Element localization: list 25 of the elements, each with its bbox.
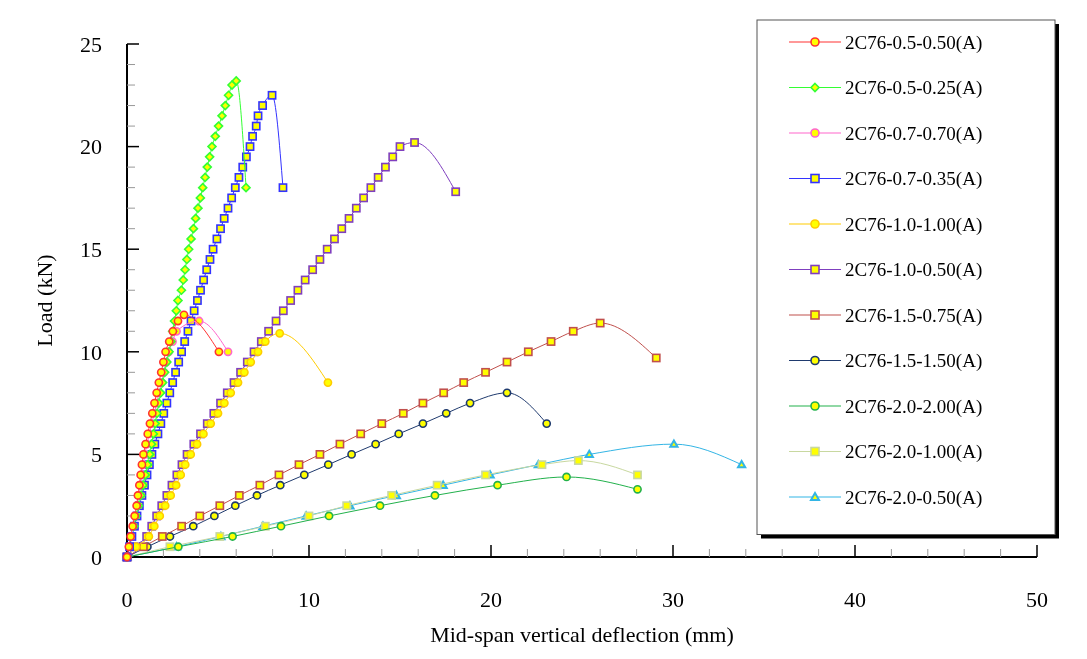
x-tick-label: 40 [844, 587, 866, 612]
legend-label: 2C76-1.0-1.00(A) [845, 213, 983, 236]
y-tick-label: 25 [80, 31, 102, 57]
legend-label: 2C76-2.0-1.00(A) [845, 441, 983, 464]
x-tick-label: 50 [1026, 587, 1048, 612]
legend-label: 2C76-2.0-0.50(A) [845, 486, 983, 509]
y-tick-label: 15 [80, 236, 102, 262]
x-tick-label: 30 [662, 587, 684, 612]
y-tick-label: 10 [80, 339, 102, 365]
y-axis-title: Load (kN) [32, 254, 57, 347]
legend-label: 2C76-0.7-0.70(A) [845, 122, 983, 145]
legend-label: 2C76-0.7-0.35(A) [845, 168, 983, 191]
y-tick-label: 5 [91, 442, 102, 468]
legend-label: 2C76-2.0-2.00(A) [845, 395, 983, 418]
legend-label: 2C76-1.5-0.75(A) [845, 304, 983, 327]
y-tick-label: 0 [91, 544, 102, 570]
y-tick-label: 20 [80, 134, 102, 160]
x-axis-title: Mid-span vertical deflection (mm) [430, 622, 734, 647]
legend-label: 2C76-1.0-0.50(A) [845, 259, 983, 282]
legend-label: 2C76-0.5-0.50(A) [845, 31, 983, 54]
x-tick-label: 20 [480, 587, 502, 612]
x-tick-label: 10 [298, 587, 320, 612]
x-tick-label: 0 [121, 587, 133, 612]
legend-label: 2C76-1.5-1.50(A) [845, 350, 983, 373]
legend-label: 2C76-0.5-0.25(A) [845, 77, 983, 100]
